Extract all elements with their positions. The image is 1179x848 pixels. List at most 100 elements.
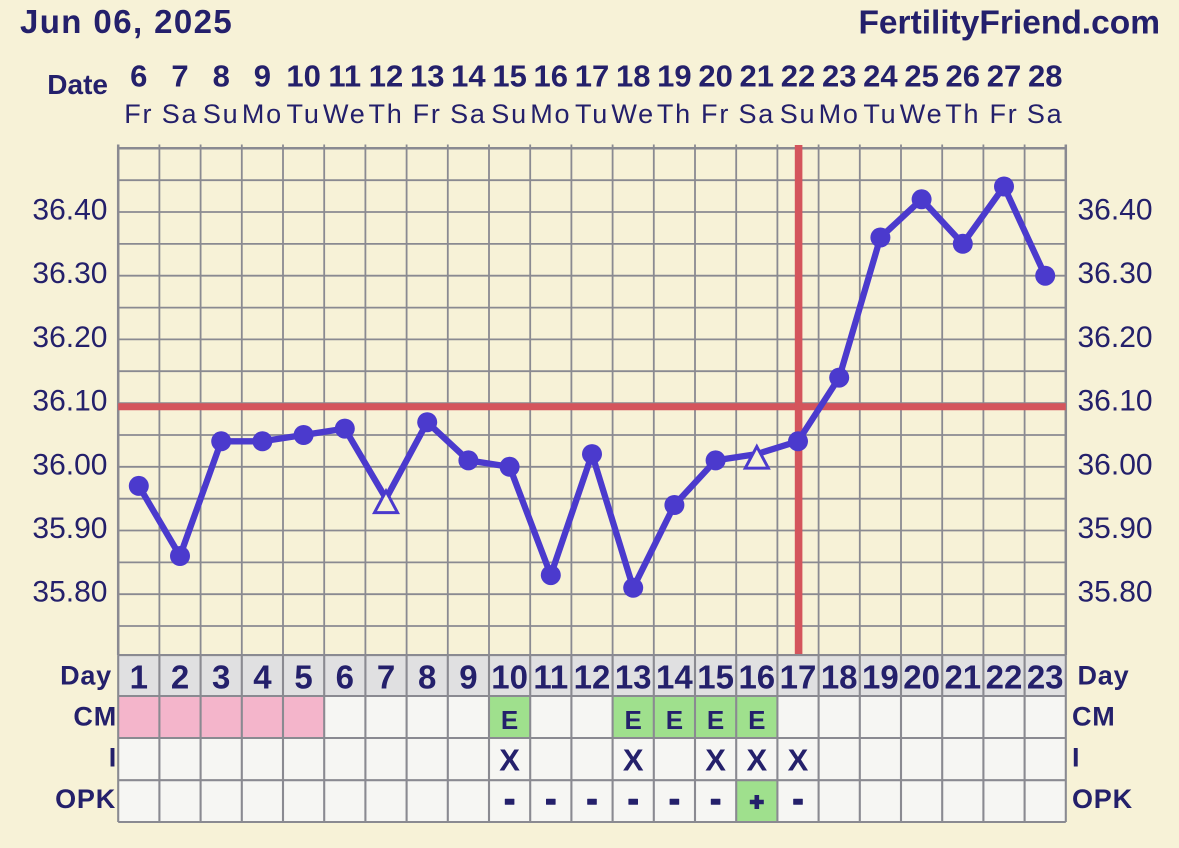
svg-text:Date: Date <box>47 69 108 100</box>
svg-text:14: 14 <box>451 59 486 94</box>
svg-text:10: 10 <box>491 659 528 696</box>
svg-text:Sa: Sa <box>162 99 199 129</box>
svg-text:Sa: Sa <box>1027 99 1064 129</box>
svg-text:36.00: 36.00 <box>32 448 107 481</box>
svg-text:Day: Day <box>60 661 112 691</box>
svg-text:35.80: 35.80 <box>1078 576 1153 609</box>
svg-text:22: 22 <box>986 659 1023 696</box>
svg-text:5: 5 <box>294 659 312 696</box>
svg-text:2: 2 <box>171 659 189 696</box>
svg-text:23: 23 <box>1027 659 1064 696</box>
svg-text:36.30: 36.30 <box>32 257 107 290</box>
svg-text:Su: Su <box>780 99 817 129</box>
svg-text:19: 19 <box>862 659 899 696</box>
svg-text:8: 8 <box>418 659 436 696</box>
svg-text:E: E <box>501 705 518 735</box>
svg-text:E: E <box>625 705 642 735</box>
svg-text:17: 17 <box>575 59 609 94</box>
svg-text:14: 14 <box>656 659 693 696</box>
svg-text:X: X <box>499 743 520 778</box>
svg-text:3: 3 <box>212 659 230 696</box>
svg-text:11: 11 <box>328 59 361 94</box>
svg-text:9: 9 <box>254 59 271 94</box>
svg-text:X: X <box>623 743 644 778</box>
svg-text:I: I <box>1072 743 1080 773</box>
svg-text:35.90: 35.90 <box>32 512 107 545</box>
svg-text:1: 1 <box>130 659 148 696</box>
svg-text:15: 15 <box>697 659 734 696</box>
svg-text:15: 15 <box>492 59 526 94</box>
svg-text:9: 9 <box>459 659 477 696</box>
svg-text:E: E <box>748 705 765 735</box>
svg-text:CM: CM <box>73 702 117 732</box>
svg-text:FertilityFriend.com: FertilityFriend.com <box>858 5 1160 42</box>
svg-text:16: 16 <box>738 659 775 696</box>
svg-text:OPK: OPK <box>1072 784 1133 814</box>
svg-text:27: 27 <box>987 59 1021 94</box>
svg-text:Fr: Fr <box>124 99 153 129</box>
svg-text:20: 20 <box>903 659 940 696</box>
svg-text:36.00: 36.00 <box>1078 448 1153 481</box>
svg-text:Tu: Tu <box>287 99 321 129</box>
svg-text:Mo: Mo <box>530 99 571 129</box>
svg-text:36.40: 36.40 <box>1078 194 1153 227</box>
svg-text:We: We <box>611 99 655 129</box>
svg-text:11: 11 <box>533 659 568 696</box>
svg-text:13: 13 <box>615 659 652 696</box>
svg-text:Tu: Tu <box>575 99 609 129</box>
svg-text:Su: Su <box>491 99 528 129</box>
svg-text:22: 22 <box>781 59 815 94</box>
svg-text:36.10: 36.10 <box>1078 385 1153 418</box>
svg-text:Th: Th <box>368 99 403 129</box>
svg-text:4: 4 <box>253 659 272 696</box>
svg-text:7: 7 <box>171 59 188 94</box>
svg-text:13: 13 <box>410 59 444 94</box>
svg-text:X: X <box>788 743 809 778</box>
svg-text:35.80: 35.80 <box>32 576 107 609</box>
svg-text:I: I <box>109 743 117 773</box>
svg-text:X: X <box>705 743 726 778</box>
svg-text:6: 6 <box>336 659 354 696</box>
svg-text:Mo: Mo <box>819 99 860 129</box>
svg-text:23: 23 <box>822 59 856 94</box>
svg-text:Su: Su <box>203 99 240 129</box>
svg-text:Sa: Sa <box>450 99 487 129</box>
svg-text:OPK: OPK <box>55 784 116 814</box>
svg-text:21: 21 <box>740 59 774 94</box>
svg-text:7: 7 <box>377 659 395 696</box>
svg-text:25: 25 <box>904 59 938 94</box>
svg-text:26: 26 <box>946 59 980 94</box>
svg-text:Th: Th <box>945 99 980 129</box>
svg-text:17: 17 <box>780 659 817 696</box>
svg-text:E: E <box>666 705 683 735</box>
svg-text:36.10: 36.10 <box>32 385 107 418</box>
svg-text:8: 8 <box>213 59 230 94</box>
svg-text:Jun 06, 2025: Jun 06, 2025 <box>20 3 233 40</box>
svg-text:24: 24 <box>863 59 898 94</box>
svg-text:Tu: Tu <box>863 99 897 129</box>
svg-text:Fr: Fr <box>413 99 442 129</box>
svg-text:Fr: Fr <box>989 99 1018 129</box>
svg-text:6: 6 <box>130 59 147 94</box>
svg-text:12: 12 <box>369 59 403 94</box>
svg-text:19: 19 <box>657 59 691 94</box>
svg-text:E: E <box>707 705 724 735</box>
svg-text:18: 18 <box>821 659 858 696</box>
svg-text:12: 12 <box>574 659 611 696</box>
svg-text:36.20: 36.20 <box>1078 321 1153 354</box>
svg-text:16: 16 <box>534 59 568 94</box>
svg-text:18: 18 <box>616 59 650 94</box>
svg-text:X: X <box>746 743 767 778</box>
svg-text:We: We <box>900 99 944 129</box>
svg-text:Day: Day <box>1078 661 1130 691</box>
svg-text:36.30: 36.30 <box>1078 257 1153 290</box>
svg-text:28: 28 <box>1028 59 1062 94</box>
svg-text:Mo: Mo <box>242 99 283 129</box>
svg-text:We: We <box>323 99 367 129</box>
svg-text:CM: CM <box>1072 702 1116 732</box>
svg-text:36.20: 36.20 <box>32 321 107 354</box>
svg-text:10: 10 <box>286 59 320 94</box>
svg-text:35.90: 35.90 <box>1078 512 1153 545</box>
svg-text:36.40: 36.40 <box>32 194 107 227</box>
svg-text:21: 21 <box>944 659 981 696</box>
